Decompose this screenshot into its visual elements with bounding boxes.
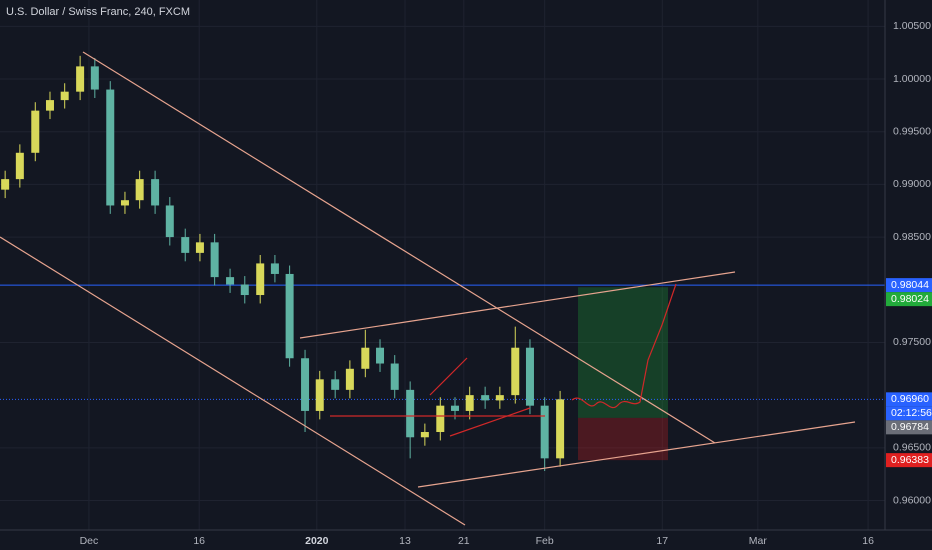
trend-line [417,421,856,488]
candle-body [495,395,504,401]
candle-body [450,405,459,411]
candle-body [481,395,490,401]
y-tick-label: 0.96000 [893,494,931,506]
y-tick-label: 0.99500 [893,125,931,137]
candle-body [465,395,474,411]
trend-line [82,51,716,444]
candle-body [210,242,219,278]
price-tag-label: 0.96784 [891,421,929,433]
candle-body [181,237,190,253]
candle-body [60,91,69,101]
countdown-tag [886,406,932,421]
x-tick-label: 21 [458,535,470,547]
x-tick-label: 17 [656,535,668,547]
candle-body [195,242,204,253]
y-tick-label: 0.98500 [893,231,931,243]
y-tick-label: 1.00000 [893,73,931,85]
candle-body [315,379,324,411]
x-tick-label: Mar [749,535,768,547]
x-tick-label: 13 [399,535,411,547]
price-tag [886,392,932,407]
candle-body [226,277,235,285]
trend-line [0,236,466,526]
countdown-label: 02:12:56 [891,407,932,419]
x-tick-label: Feb [536,535,554,547]
candle-body [436,405,445,433]
chart-title: U.S. Dollar / Swiss Franc, 240, FXCM [6,6,190,18]
x-tick-label: Dec [80,535,99,547]
candle-body [361,347,370,369]
price-tag-label: 0.96383 [891,454,929,466]
price-tag-label: 0.98044 [891,279,929,291]
x-tick-label: 16 [862,535,874,547]
y-tick-label: 0.96500 [893,442,931,454]
candle-body [301,358,310,411]
candle-body [31,110,40,153]
x-tick-label: 16 [193,535,205,547]
candle-body [120,200,129,206]
candle-body [406,389,415,438]
candle-body [90,66,99,90]
drawings [0,51,856,526]
candle-body [345,368,354,390]
candle-body [106,89,115,206]
stop-zone [578,417,668,461]
y-tick-label: 0.97500 [893,336,931,348]
candle-body [135,179,144,201]
candle-body [390,363,399,390]
price-tag [886,292,932,307]
candle-body [76,66,85,92]
price-tag-label: 0.96960 [891,393,929,405]
candle-body [540,405,549,459]
forecast-path [571,283,677,409]
candle-body [165,205,174,238]
candle-body [420,432,429,438]
y-tick-label: 1.00500 [893,20,931,32]
candle-body [331,379,340,390]
candle-body [511,347,520,396]
trend-line [299,271,736,339]
candle-body [270,263,279,274]
candle-body [45,100,54,111]
candle-body [15,152,24,180]
trend-line [449,407,531,437]
target-zone [578,287,668,418]
trend-line [429,357,468,396]
candle-body [285,273,294,359]
price-tag [886,420,932,435]
candle-body [376,347,385,364]
candle-body [240,284,249,296]
candle-body [256,263,265,296]
price-tag [886,278,932,293]
price-tag-label: 0.98024 [891,293,929,305]
candle-body [1,179,10,190]
candle-body [556,399,565,459]
candle-body [525,347,534,406]
price-tag [886,453,932,468]
candle-body [151,179,160,206]
x-tick-label: 2020 [305,535,329,547]
y-tick-label: 0.99000 [893,178,931,190]
